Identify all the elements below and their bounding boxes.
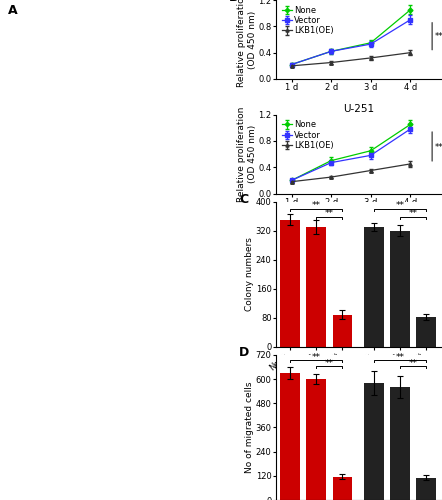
Text: **: ** (396, 201, 404, 210)
Text: **: ** (312, 201, 321, 210)
Bar (390, 230, 410, 347)
Text: A: A (8, 4, 18, 17)
Text: C: C (239, 193, 248, 206)
Bar (364, 383, 384, 500)
Bar (280, 220, 300, 347)
Legend: None, Vector, LKB1(OE): None, Vector, LKB1(OE) (280, 118, 335, 152)
Text: **: ** (325, 210, 334, 218)
Y-axis label: Relative proliferation
(OD 450 nm): Relative proliferation (OD 450 nm) (237, 0, 257, 87)
Y-axis label: Relative proliferation
(OD 450 nm): Relative proliferation (OD 450 nm) (237, 106, 257, 202)
Bar (390, 387, 410, 500)
Bar (306, 379, 326, 500)
Text: **: ** (325, 359, 334, 368)
Legend: None, Vector, LKB1(OE): None, Vector, LKB1(OE) (280, 4, 335, 37)
Bar (416, 317, 436, 347)
Text: **: ** (409, 210, 418, 218)
Text: **: ** (409, 359, 418, 368)
Title: U-251: U-251 (343, 104, 374, 115)
Text: **: ** (435, 32, 442, 40)
Bar (333, 477, 352, 500)
Text: **: ** (435, 143, 442, 152)
Y-axis label: Colony numbers: Colony numbers (245, 238, 254, 311)
Y-axis label: No of migrated cells: No of migrated cells (245, 382, 254, 473)
Text: D: D (239, 346, 249, 359)
Bar (416, 478, 436, 500)
Text: **: ** (312, 353, 321, 362)
Bar (306, 227, 326, 347)
Bar (333, 315, 352, 347)
Text: B: B (229, 0, 239, 4)
Text: **: ** (396, 353, 404, 362)
Bar (280, 373, 300, 500)
Bar (364, 227, 384, 347)
